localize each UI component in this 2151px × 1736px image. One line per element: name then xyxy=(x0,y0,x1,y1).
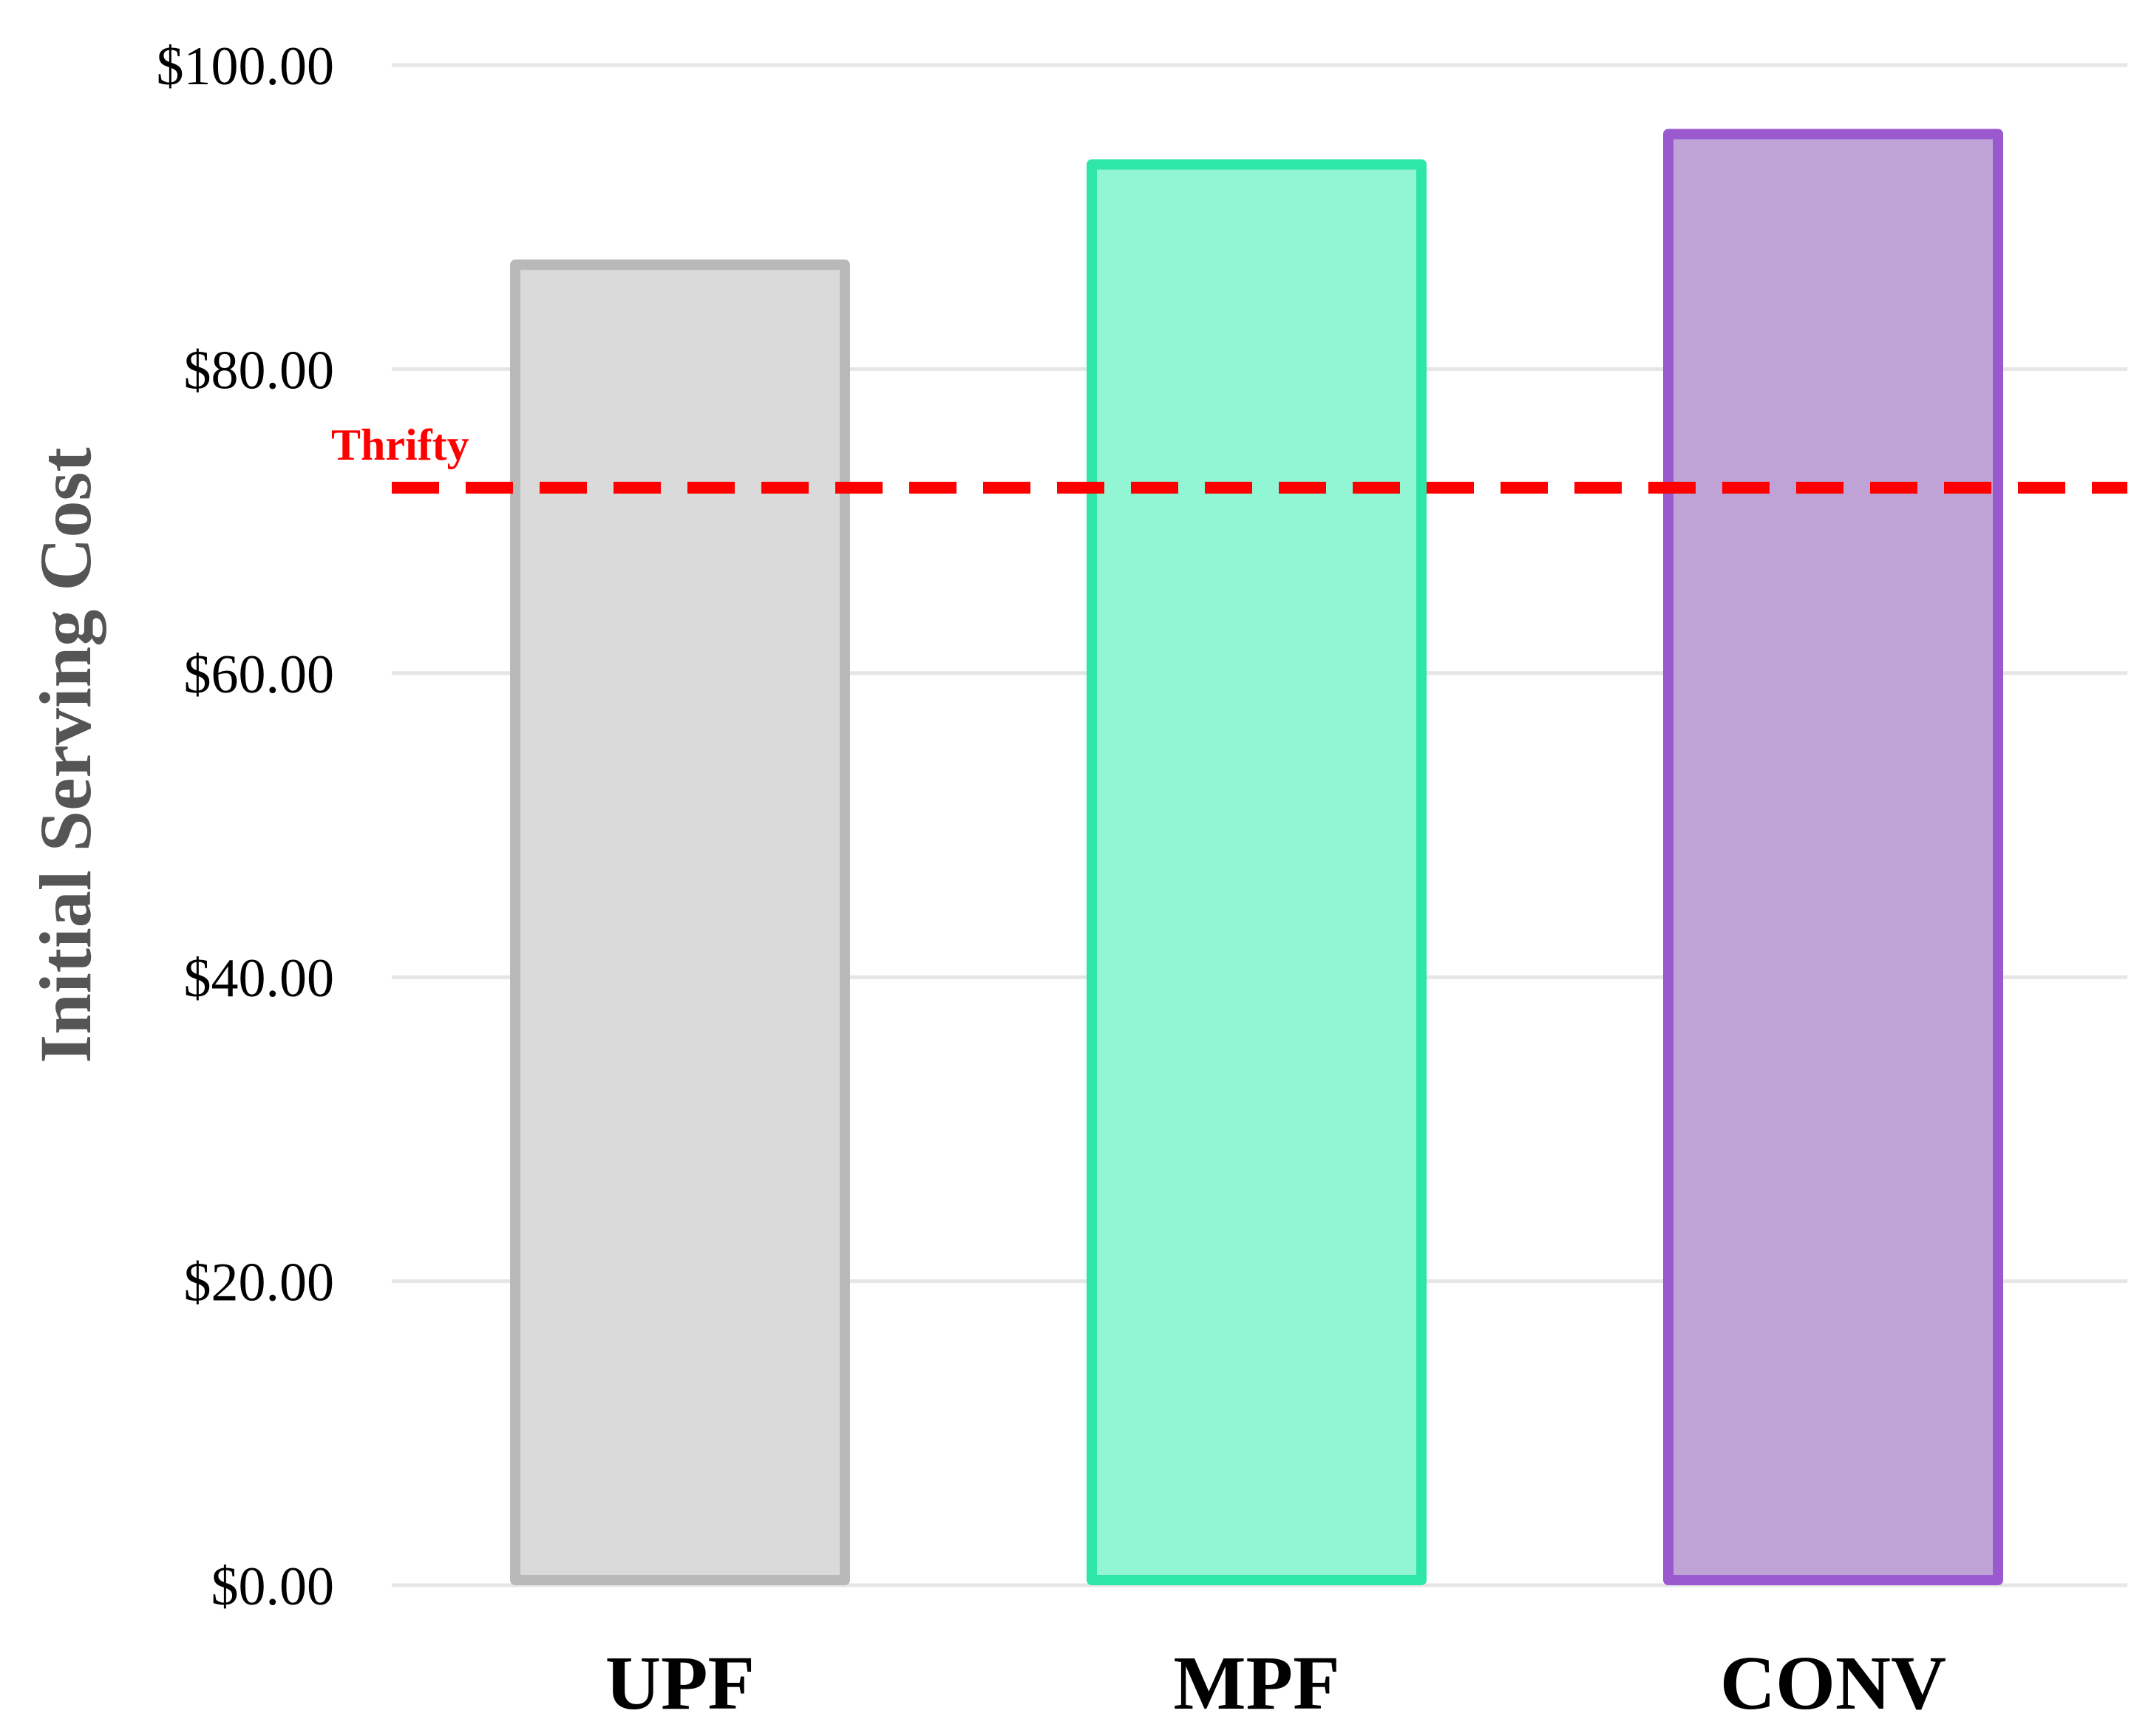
y-axis-label: Initial Serving Cost xyxy=(24,447,106,1063)
y-tick-label-1: $20.00 xyxy=(184,1253,335,1313)
reference-line-group: Thrifty xyxy=(331,421,2127,494)
x-category-label-mpf: MPF xyxy=(1173,1641,1339,1726)
x-category-label-conv: CONV xyxy=(1720,1641,1946,1726)
bar-conv xyxy=(1663,129,2003,1585)
bars xyxy=(510,129,2003,1585)
reference-line-label: Thrifty xyxy=(331,421,469,469)
y-tick-label-4: $80.00 xyxy=(184,340,335,401)
x-category-label-upf: UPF xyxy=(605,1641,755,1726)
y-tick-label-0: $0.00 xyxy=(211,1556,335,1617)
bar-upf xyxy=(510,259,850,1585)
y-axis-ticks: $0.00 $20.00 $40.00 $60.00 $80.00 $100.00 xyxy=(157,36,335,1617)
x-axis-categories: UPF MPF CONV xyxy=(605,1641,1946,1726)
y-tick-label-2: $40.00 xyxy=(184,948,335,1009)
y-tick-label-3: $60.00 xyxy=(184,644,335,705)
y-tick-label-5: $100.00 xyxy=(157,36,335,97)
bar-mpf xyxy=(1087,159,1427,1585)
